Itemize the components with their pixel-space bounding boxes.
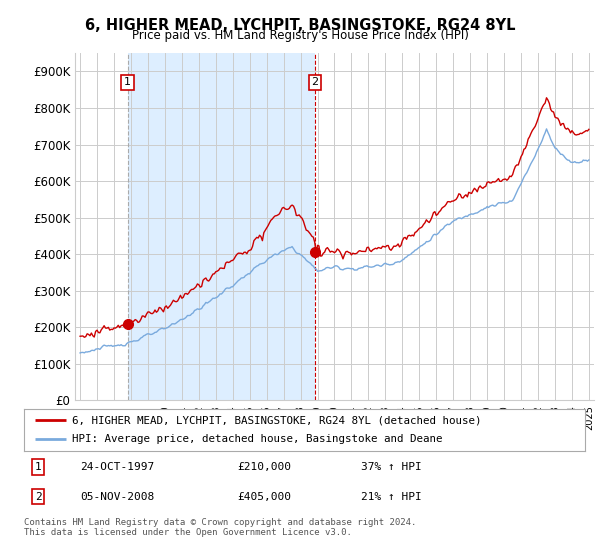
Text: £210,000: £210,000 (237, 462, 291, 472)
Text: 2: 2 (311, 77, 319, 87)
Bar (128, 53, 315, 400)
Text: 21% ↑ HPI: 21% ↑ HPI (361, 492, 421, 502)
Text: HPI: Average price, detached house, Basingstoke and Deane: HPI: Average price, detached house, Basi… (71, 435, 442, 445)
Text: £405,000: £405,000 (237, 492, 291, 502)
Text: Price paid vs. HM Land Registry's House Price Index (HPI): Price paid vs. HM Land Registry's House … (131, 29, 469, 42)
Text: 6, HIGHER MEAD, LYCHPIT, BASINGSTOKE, RG24 8YL: 6, HIGHER MEAD, LYCHPIT, BASINGSTOKE, RG… (85, 18, 515, 33)
Text: Contains HM Land Registry data © Crown copyright and database right 2024.
This d: Contains HM Land Registry data © Crown c… (24, 518, 416, 538)
Text: 6, HIGHER MEAD, LYCHPIT, BASINGSTOKE, RG24 8YL (detached house): 6, HIGHER MEAD, LYCHPIT, BASINGSTOKE, RG… (71, 415, 481, 425)
Text: 24-OCT-1997: 24-OCT-1997 (80, 462, 154, 472)
Text: 37% ↑ HPI: 37% ↑ HPI (361, 462, 421, 472)
Text: 05-NOV-2008: 05-NOV-2008 (80, 492, 154, 502)
Text: 1: 1 (35, 462, 41, 472)
Text: 1: 1 (124, 77, 131, 87)
Text: 2: 2 (35, 492, 41, 502)
